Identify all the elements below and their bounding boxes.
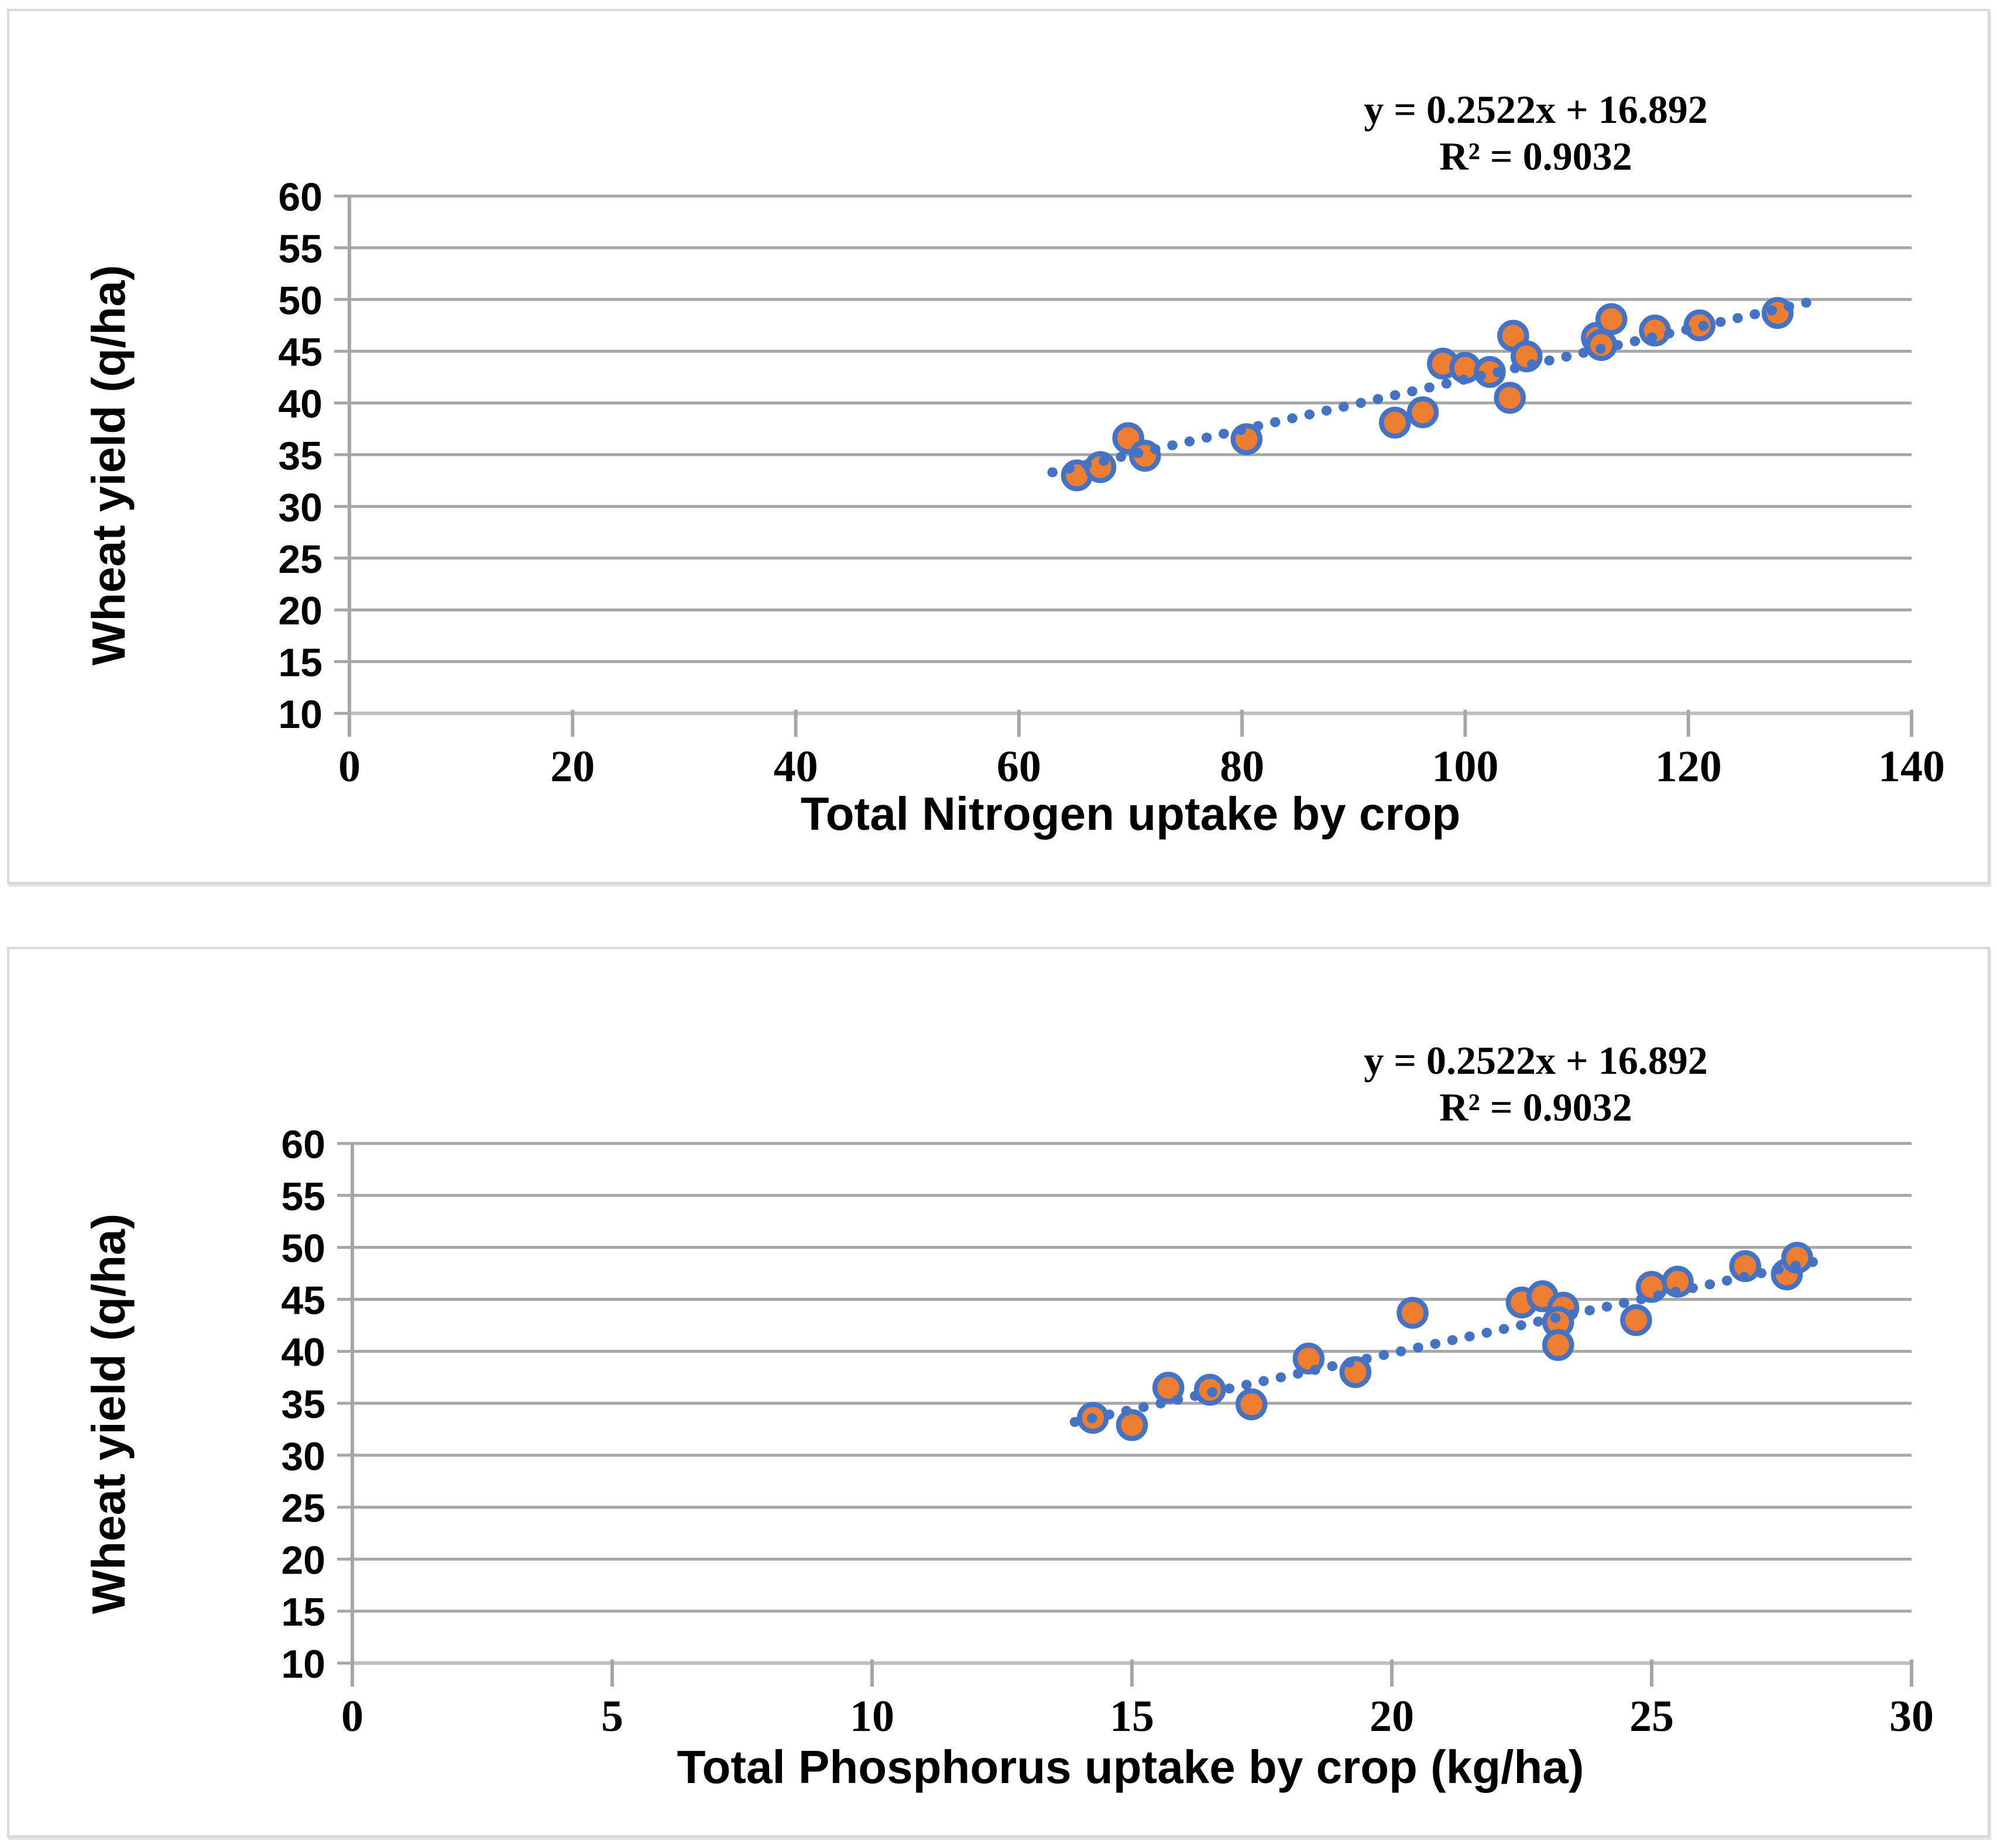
phosphorus-chart-panel: 10 15 20 25 30 35 40 45 50 55 60 0 5 10 15 20 25 30 y = 0… bbox=[7, 947, 1990, 1837]
x-tick-label: 80 bbox=[1220, 742, 1264, 791]
x-tick-label: 30 bbox=[1889, 1692, 1934, 1741]
r-squared-line: R² = 0.9032 bbox=[1439, 134, 1632, 178]
trendline-equation-block: y = 0.2522x + 16.892 R² = 0.9032 bbox=[1155, 1037, 1916, 1131]
y-tick-label: 25 bbox=[281, 1486, 325, 1531]
x-tick-label: 120 bbox=[1655, 742, 1722, 791]
y-tick-label: 15 bbox=[278, 641, 322, 685]
y-tick-label: 40 bbox=[281, 1330, 325, 1375]
trendline-equation-block: y = 0.2522x + 16.892 R² = 0.9032 bbox=[1155, 86, 1916, 180]
data-point bbox=[1542, 1329, 1574, 1361]
y-tick-label: 50 bbox=[278, 279, 322, 323]
y-tick-label: 45 bbox=[281, 1278, 325, 1323]
r-squared-line: R² = 0.9032 bbox=[1439, 1085, 1632, 1129]
y-tick-label: 55 bbox=[281, 1174, 325, 1219]
data-point bbox=[1235, 1388, 1268, 1421]
data-point bbox=[1595, 303, 1628, 335]
y-tick-label: 30 bbox=[278, 485, 322, 530]
y-tick-label: 35 bbox=[278, 434, 322, 478]
y-tick-label: 10 bbox=[281, 1642, 325, 1686]
x-axis-title: Total Nitrogen uptake by crop bbox=[800, 788, 1461, 840]
y-tick-label: 10 bbox=[278, 692, 322, 737]
y-tick-label: 35 bbox=[281, 1382, 325, 1427]
y-tick-label: 25 bbox=[278, 537, 322, 582]
x-tick-label: 60 bbox=[997, 742, 1041, 791]
equation-line: y = 0.2522x + 16.892 bbox=[1364, 1038, 1708, 1083]
y-tick-label: 50 bbox=[281, 1227, 325, 1271]
x-tick-label: 5 bbox=[601, 1692, 623, 1741]
y-tick-label: 15 bbox=[281, 1590, 325, 1634]
x-tick-label: 25 bbox=[1629, 1692, 1674, 1741]
x-tick-label: 0 bbox=[341, 1692, 363, 1741]
equation-line: y = 0.2522x + 16.892 bbox=[1364, 87, 1708, 132]
y-tick-label: 30 bbox=[281, 1434, 325, 1479]
data-point bbox=[1494, 382, 1526, 414]
x-tick-label: 40 bbox=[774, 742, 818, 791]
y-tick-label: 60 bbox=[278, 175, 322, 219]
data-point bbox=[1379, 406, 1411, 439]
y-tick-label: 45 bbox=[278, 330, 322, 375]
data-point bbox=[1116, 1409, 1148, 1441]
data-point bbox=[1152, 1372, 1185, 1404]
x-axis-title: Total Phosphorus uptake by crop (kg/ha) bbox=[677, 1741, 1584, 1793]
x-tick-label: 10 bbox=[850, 1692, 894, 1741]
trendline bbox=[1069, 1256, 1823, 1427]
nitrogen-chart-panel: 10 15 20 25 30 35 40 45 50 55 60 0 20 40 60 80 100 120 140… bbox=[7, 9, 1990, 884]
y-tick-label: 40 bbox=[278, 382, 322, 427]
data-point bbox=[1406, 396, 1439, 428]
phosphorus-scatter-plot: 10 15 20 25 30 35 40 45 50 55 60 0 5 10 15 20 25 30 bbox=[281, 1122, 1934, 1741]
x-tick-label: 15 bbox=[1110, 1692, 1154, 1741]
y-tick-label: 60 bbox=[281, 1122, 325, 1167]
x-tick-label: 100 bbox=[1432, 742, 1498, 791]
data-point bbox=[1620, 1304, 1652, 1337]
y-tick-label: 20 bbox=[281, 1538, 325, 1582]
y-tick-label: 20 bbox=[278, 589, 322, 633]
data-point bbox=[1396, 1297, 1429, 1329]
y-tick-label: 55 bbox=[278, 226, 322, 271]
trendline bbox=[1047, 296, 1816, 478]
x-tick-label: 0 bbox=[338, 742, 361, 791]
y-axis-title: Wheat yield (q/ha) bbox=[83, 265, 135, 666]
y-axis-title: Wheat yield (q/ha) bbox=[83, 1213, 135, 1615]
x-tick-label: 20 bbox=[550, 742, 595, 791]
x-tick-label: 140 bbox=[1878, 742, 1945, 791]
nitrogen-scatter-plot: 10 15 20 25 30 35 40 45 50 55 60 0 20 40 60 80 100 120 140 bbox=[278, 175, 1945, 791]
x-tick-label: 20 bbox=[1370, 1692, 1414, 1741]
